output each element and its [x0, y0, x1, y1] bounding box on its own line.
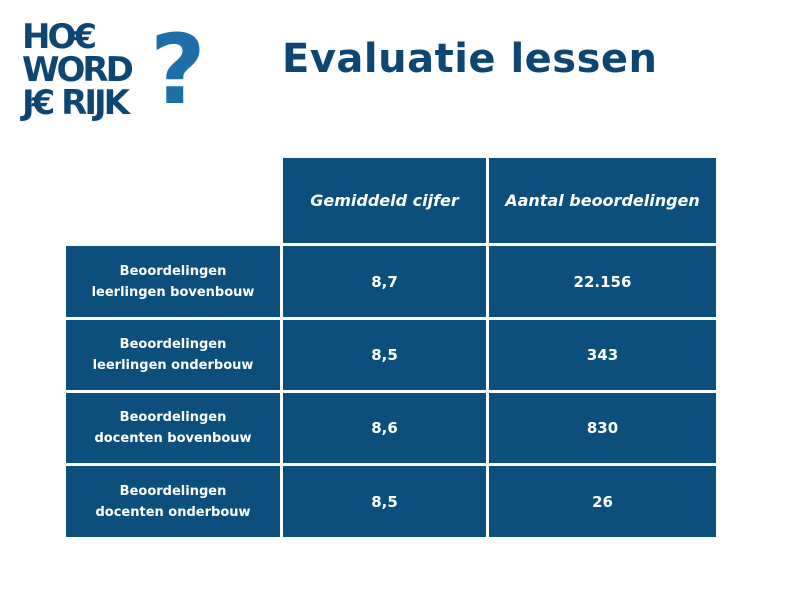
page-title: Evaluatie lessen	[282, 36, 658, 82]
logo: HO€ WORD J€ RIJK ?	[22, 17, 206, 123]
row-label-docenten-onderbouw: Beoordelingen docenten onderbouw	[66, 466, 280, 537]
cell-aantal-leerlingen-onderbouw: 343	[489, 320, 716, 390]
header-gemiddeld-cijfer: Gemiddeld cijfer	[283, 158, 486, 243]
header-aantal-beoordelingen: Aantal beoordelingen	[489, 158, 716, 243]
cell-aantal-docenten-bovenbouw: 830	[489, 393, 716, 463]
cell-gemiddeld-leerlingen-onderbouw: 8,5	[283, 320, 486, 390]
logo-text-line-3: J€ RIJK	[22, 83, 130, 123]
row-label-docenten-bovenbouw: Beoordelingen docenten bovenbouw	[66, 393, 280, 463]
cell-aantal-leerlingen-bovenbouw: 22.156	[489, 246, 716, 317]
cell-gemiddeld-leerlingen-bovenbouw: 8,7	[283, 246, 486, 317]
cell-gemiddeld-docenten-bovenbouw: 8,6	[283, 393, 486, 463]
question-mark-icon: ?	[150, 14, 206, 126]
logo-text-line-2: WORD	[22, 50, 134, 90]
logo-text-line-1: HO€	[22, 17, 97, 57]
row-label-leerlingen-onderbouw: Beoordelingen leerlingen onderbouw	[66, 320, 280, 390]
row-label-leerlingen-bovenbouw: Beoordelingen leerlingen bovenbouw	[66, 246, 280, 317]
cell-gemiddeld-docenten-onderbouw: 8,5	[283, 466, 486, 537]
cell-aantal-docenten-onderbouw: 26	[489, 466, 716, 537]
